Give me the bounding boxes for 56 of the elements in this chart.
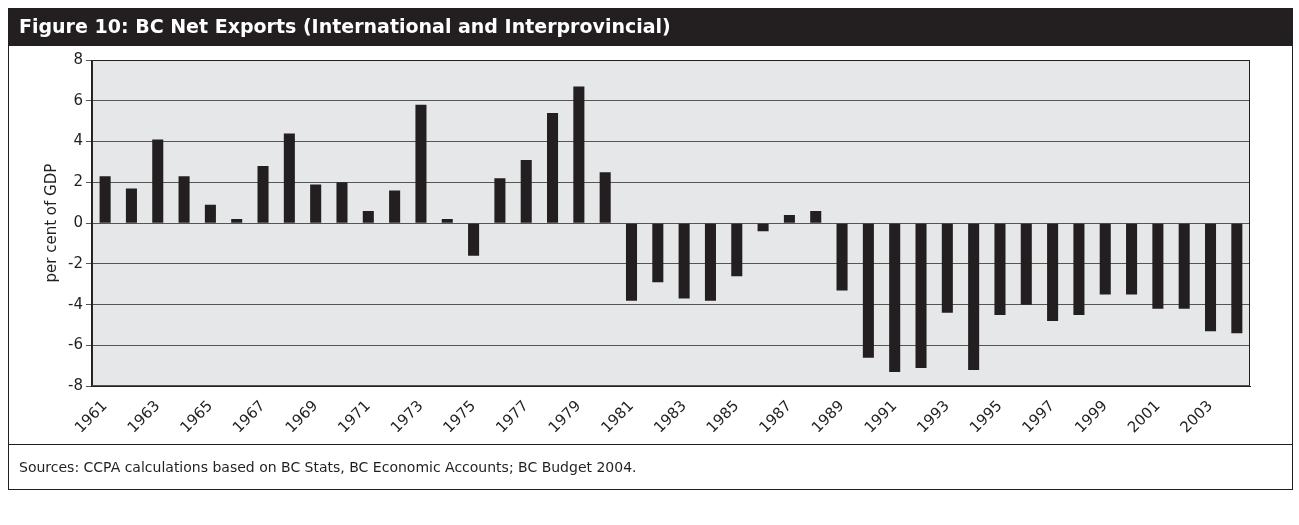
bar bbox=[468, 223, 480, 256]
bar bbox=[573, 86, 585, 223]
chart-title: Figure 10: BC Net Exports (International and Interprovincial) bbox=[9, 8, 1292, 46]
y-axis-title: per cent of GDP bbox=[41, 163, 60, 283]
bar bbox=[152, 139, 164, 223]
bar bbox=[599, 172, 611, 223]
bar bbox=[968, 223, 980, 370]
source-note: Sources: CCPA calculations based on BC Stats, BC Economic Accounts; BC Budget 2004. bbox=[19, 459, 638, 475]
y-tick-label: -2 bbox=[67, 253, 83, 272]
bar bbox=[810, 210, 822, 223]
bar bbox=[625, 223, 638, 301]
y-tick-label: 2 bbox=[73, 172, 83, 191]
bar bbox=[520, 159, 532, 223]
bar bbox=[862, 223, 874, 358]
bar bbox=[1073, 223, 1085, 315]
y-tick-label: 8 bbox=[73, 49, 83, 68]
bar bbox=[652, 223, 664, 283]
y-tick-label: 4 bbox=[73, 131, 83, 150]
bar bbox=[994, 223, 1006, 315]
bar bbox=[704, 223, 716, 301]
bar bbox=[99, 176, 111, 223]
bar bbox=[915, 223, 927, 368]
bar bbox=[1020, 223, 1032, 305]
bar bbox=[1126, 223, 1138, 295]
bar bbox=[678, 223, 690, 299]
bar bbox=[1152, 223, 1164, 309]
y-tick-label: 6 bbox=[73, 90, 83, 109]
bar bbox=[1099, 223, 1111, 295]
bar bbox=[257, 166, 269, 223]
bar bbox=[415, 104, 427, 223]
bar bbox=[1204, 223, 1217, 332]
bar bbox=[441, 219, 453, 223]
bar bbox=[1231, 223, 1243, 334]
bar bbox=[783, 214, 795, 223]
bar bbox=[757, 223, 769, 232]
bar bbox=[125, 188, 137, 223]
bar bbox=[389, 190, 401, 223]
y-tick-label: -8 bbox=[67, 376, 83, 395]
bar bbox=[283, 133, 295, 223]
bar bbox=[494, 178, 506, 223]
bar bbox=[836, 223, 848, 291]
bar bbox=[336, 182, 348, 223]
y-tick-label: 0 bbox=[73, 213, 83, 232]
bar bbox=[204, 204, 216, 223]
y-tick-label: -6 bbox=[67, 335, 83, 354]
bar bbox=[178, 176, 190, 223]
y-tick-label: -4 bbox=[67, 294, 83, 313]
bar bbox=[231, 219, 243, 223]
bar bbox=[547, 113, 559, 223]
bar bbox=[889, 223, 901, 372]
bar bbox=[1178, 223, 1190, 309]
bar bbox=[310, 184, 322, 223]
bar bbox=[1047, 223, 1059, 322]
bar bbox=[362, 210, 374, 223]
bar bbox=[731, 223, 743, 277]
bar bbox=[941, 223, 953, 313]
